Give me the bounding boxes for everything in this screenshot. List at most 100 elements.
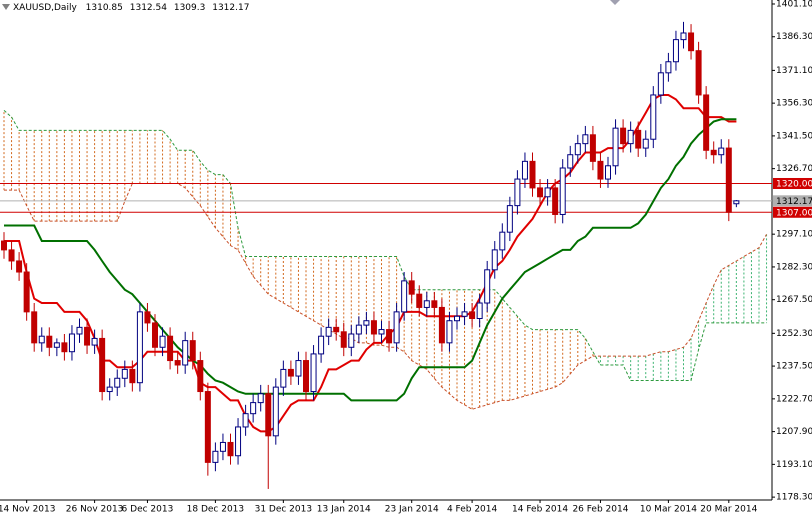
candle-body	[476, 302, 483, 320]
candle-body	[620, 127, 627, 145]
candle-body	[318, 335, 325, 355]
x-tick-label: 6 Dec 2013	[122, 505, 174, 515]
candle-body	[582, 134, 589, 145]
candle-body	[348, 333, 355, 348]
candle-body	[552, 187, 559, 215]
candle-body	[144, 311, 151, 324]
y-tick-label: 1267.50	[776, 295, 812, 305]
symbol-icon	[2, 4, 10, 10]
y-tick-label: 1341.50	[776, 131, 812, 141]
y-tick-label: 1207.90	[776, 427, 812, 437]
y-tick-label: 1401.10	[776, 0, 812, 9]
candle-body	[725, 147, 732, 213]
y-tick-label: 1371.10	[776, 66, 812, 76]
candle-body	[121, 368, 128, 379]
y-tick-label: 1386.30	[776, 32, 812, 42]
candle-body	[53, 342, 60, 348]
y-tick-label: 1297.10	[776, 230, 812, 240]
candle-body	[537, 187, 544, 198]
candle-body	[136, 311, 143, 384]
candle-body	[718, 147, 725, 156]
candle-body	[484, 269, 491, 304]
candle-body	[521, 160, 528, 180]
candle-body	[680, 32, 687, 41]
candle-body	[38, 335, 45, 344]
candle-body	[1, 240, 7, 251]
candle-body	[265, 393, 272, 437]
candle-body	[589, 134, 596, 162]
chart-header: XAUUSD,Daily 1310.85 1312.54 1309.3 1312…	[13, 3, 249, 13]
candle-body	[393, 311, 400, 344]
x-tick-label: 26 Nov 2013	[66, 505, 124, 515]
candle-body	[189, 340, 196, 362]
candle-body	[469, 311, 476, 320]
candle-body	[106, 386, 113, 393]
y-tick-label: 1326.70	[776, 164, 812, 174]
candle-body	[567, 154, 574, 169]
candle-body	[431, 300, 438, 308]
candle-body	[597, 160, 604, 180]
candle-body	[272, 386, 279, 437]
price-tag	[773, 195, 812, 207]
candle-body	[325, 326, 332, 337]
candle-body	[401, 280, 408, 313]
candle-body	[529, 160, 536, 189]
candle-body	[91, 337, 98, 346]
candle-body	[642, 138, 649, 149]
y-tick-label: 1356.30	[776, 99, 812, 109]
scroll-marker	[610, 0, 620, 5]
level-tag	[773, 177, 812, 189]
x-tick-label: 31 Dec 2013	[255, 505, 313, 515]
candle-body	[68, 333, 75, 353]
candle-body	[499, 231, 506, 251]
candle-body	[76, 326, 83, 335]
candle-body	[340, 331, 347, 348]
candle-body	[461, 311, 468, 317]
symbol: XAUUSD,Daily	[13, 3, 77, 13]
candle-body	[506, 205, 513, 233]
candle-body	[182, 340, 189, 366]
x-tick-label: 23 Jan 2014	[385, 505, 439, 515]
candle-body	[250, 402, 257, 415]
candle-body	[23, 271, 30, 313]
cloud-span	[3, 110, 767, 381]
candle-body	[242, 413, 249, 428]
candle-body	[129, 368, 136, 384]
y-tick-label: 1222.70	[776, 394, 812, 404]
candle-body	[363, 320, 370, 326]
candle-body	[370, 320, 377, 335]
candle-body	[235, 426, 242, 457]
candle-body	[386, 329, 393, 344]
candle-body	[657, 72, 664, 96]
x-tick-label: 13 Jan 2014	[317, 505, 371, 515]
candle-body	[174, 360, 181, 366]
candle-body	[423, 300, 430, 308]
x-tick-label: 4 Feb 2014	[447, 505, 498, 515]
level-tag	[773, 206, 812, 218]
candle-body	[257, 393, 264, 404]
header-low: 1309.3	[174, 3, 206, 13]
candle-body	[212, 450, 219, 463]
header-open: 1310.85	[86, 3, 123, 13]
candle-body	[8, 249, 15, 262]
candle-body	[544, 187, 551, 198]
x-tick-label: 26 Feb 2014	[572, 505, 628, 515]
candle-body	[408, 280, 415, 295]
candle-body	[152, 322, 158, 348]
candle-body	[650, 94, 657, 140]
level-label: 1307.00	[776, 208, 812, 218]
candle-body	[295, 360, 302, 377]
indicator-line	[4, 118, 737, 402]
candle-body	[514, 178, 521, 207]
x-tick-label: 18 Dec 2013	[187, 505, 245, 515]
candle-body	[627, 129, 634, 145]
candle-body	[695, 50, 702, 96]
x-tick-label: 10 Mar 2014	[640, 505, 697, 515]
candle-body	[438, 306, 445, 344]
candle-body	[204, 391, 211, 463]
candle-body	[280, 368, 287, 388]
candle-body	[227, 441, 234, 457]
candle-body	[303, 360, 309, 393]
